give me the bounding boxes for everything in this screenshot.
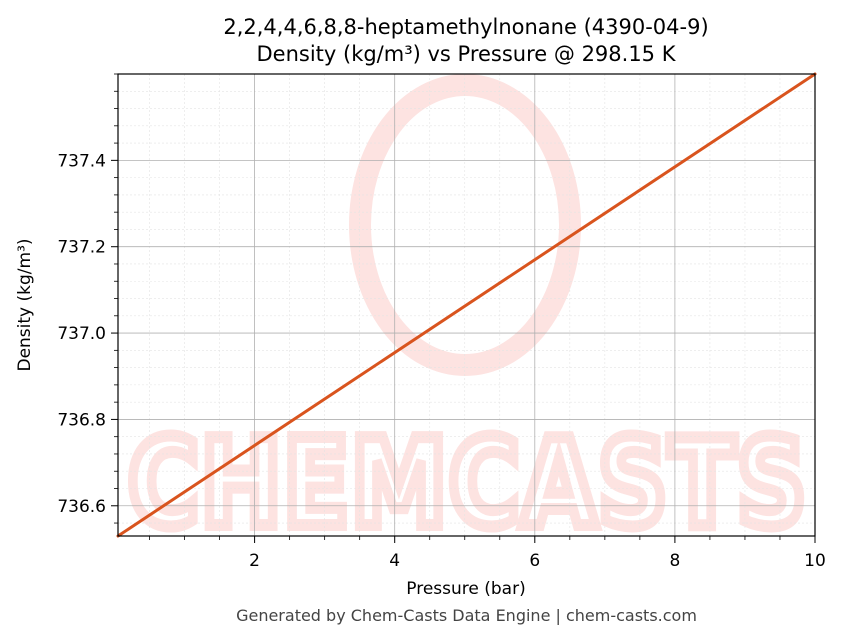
y-tick-label: 736.6	[57, 497, 106, 517]
x-tick-label: 8	[669, 551, 680, 571]
y-tick-label: 736.8	[57, 410, 106, 430]
y-tick-label: 737.2	[57, 238, 106, 258]
x-tick-label: 6	[529, 551, 540, 571]
y-axis-label: Density (kg/m³)	[15, 238, 35, 371]
minor-grid	[118, 73, 815, 536]
x-tick-label: 10	[804, 551, 826, 571]
y-tick-label: 737.4	[57, 151, 106, 171]
chart-title-line-2: Density (kg/m³) vs Pressure @ 298.15 K	[256, 42, 676, 66]
plot-frame	[117, 73, 816, 537]
x-axis-label: Pressure (bar)	[406, 579, 525, 599]
x-tick-label: 4	[389, 551, 400, 571]
chart-title-line-1: 2,2,4,4,6,8,8-heptamethylnonane (4390-04…	[223, 15, 708, 39]
watermark-ring	[349, 74, 581, 376]
footer-credit: Generated by Chem-Casts Data Engine | ch…	[236, 606, 697, 625]
x-tick-label: 2	[249, 551, 260, 571]
y-tick-label: 737.0	[57, 324, 106, 344]
chemcasts-watermark: CHEMCASTS	[122, 74, 812, 560]
series-layer	[116, 72, 817, 538]
axis-ticks: 2 4 6 8 10 736.6 736.8 737.0 737.2 737.4	[57, 73, 826, 571]
watermark-wordmark: CHEMCASTS	[128, 415, 808, 554]
density-series-line	[116, 72, 817, 538]
